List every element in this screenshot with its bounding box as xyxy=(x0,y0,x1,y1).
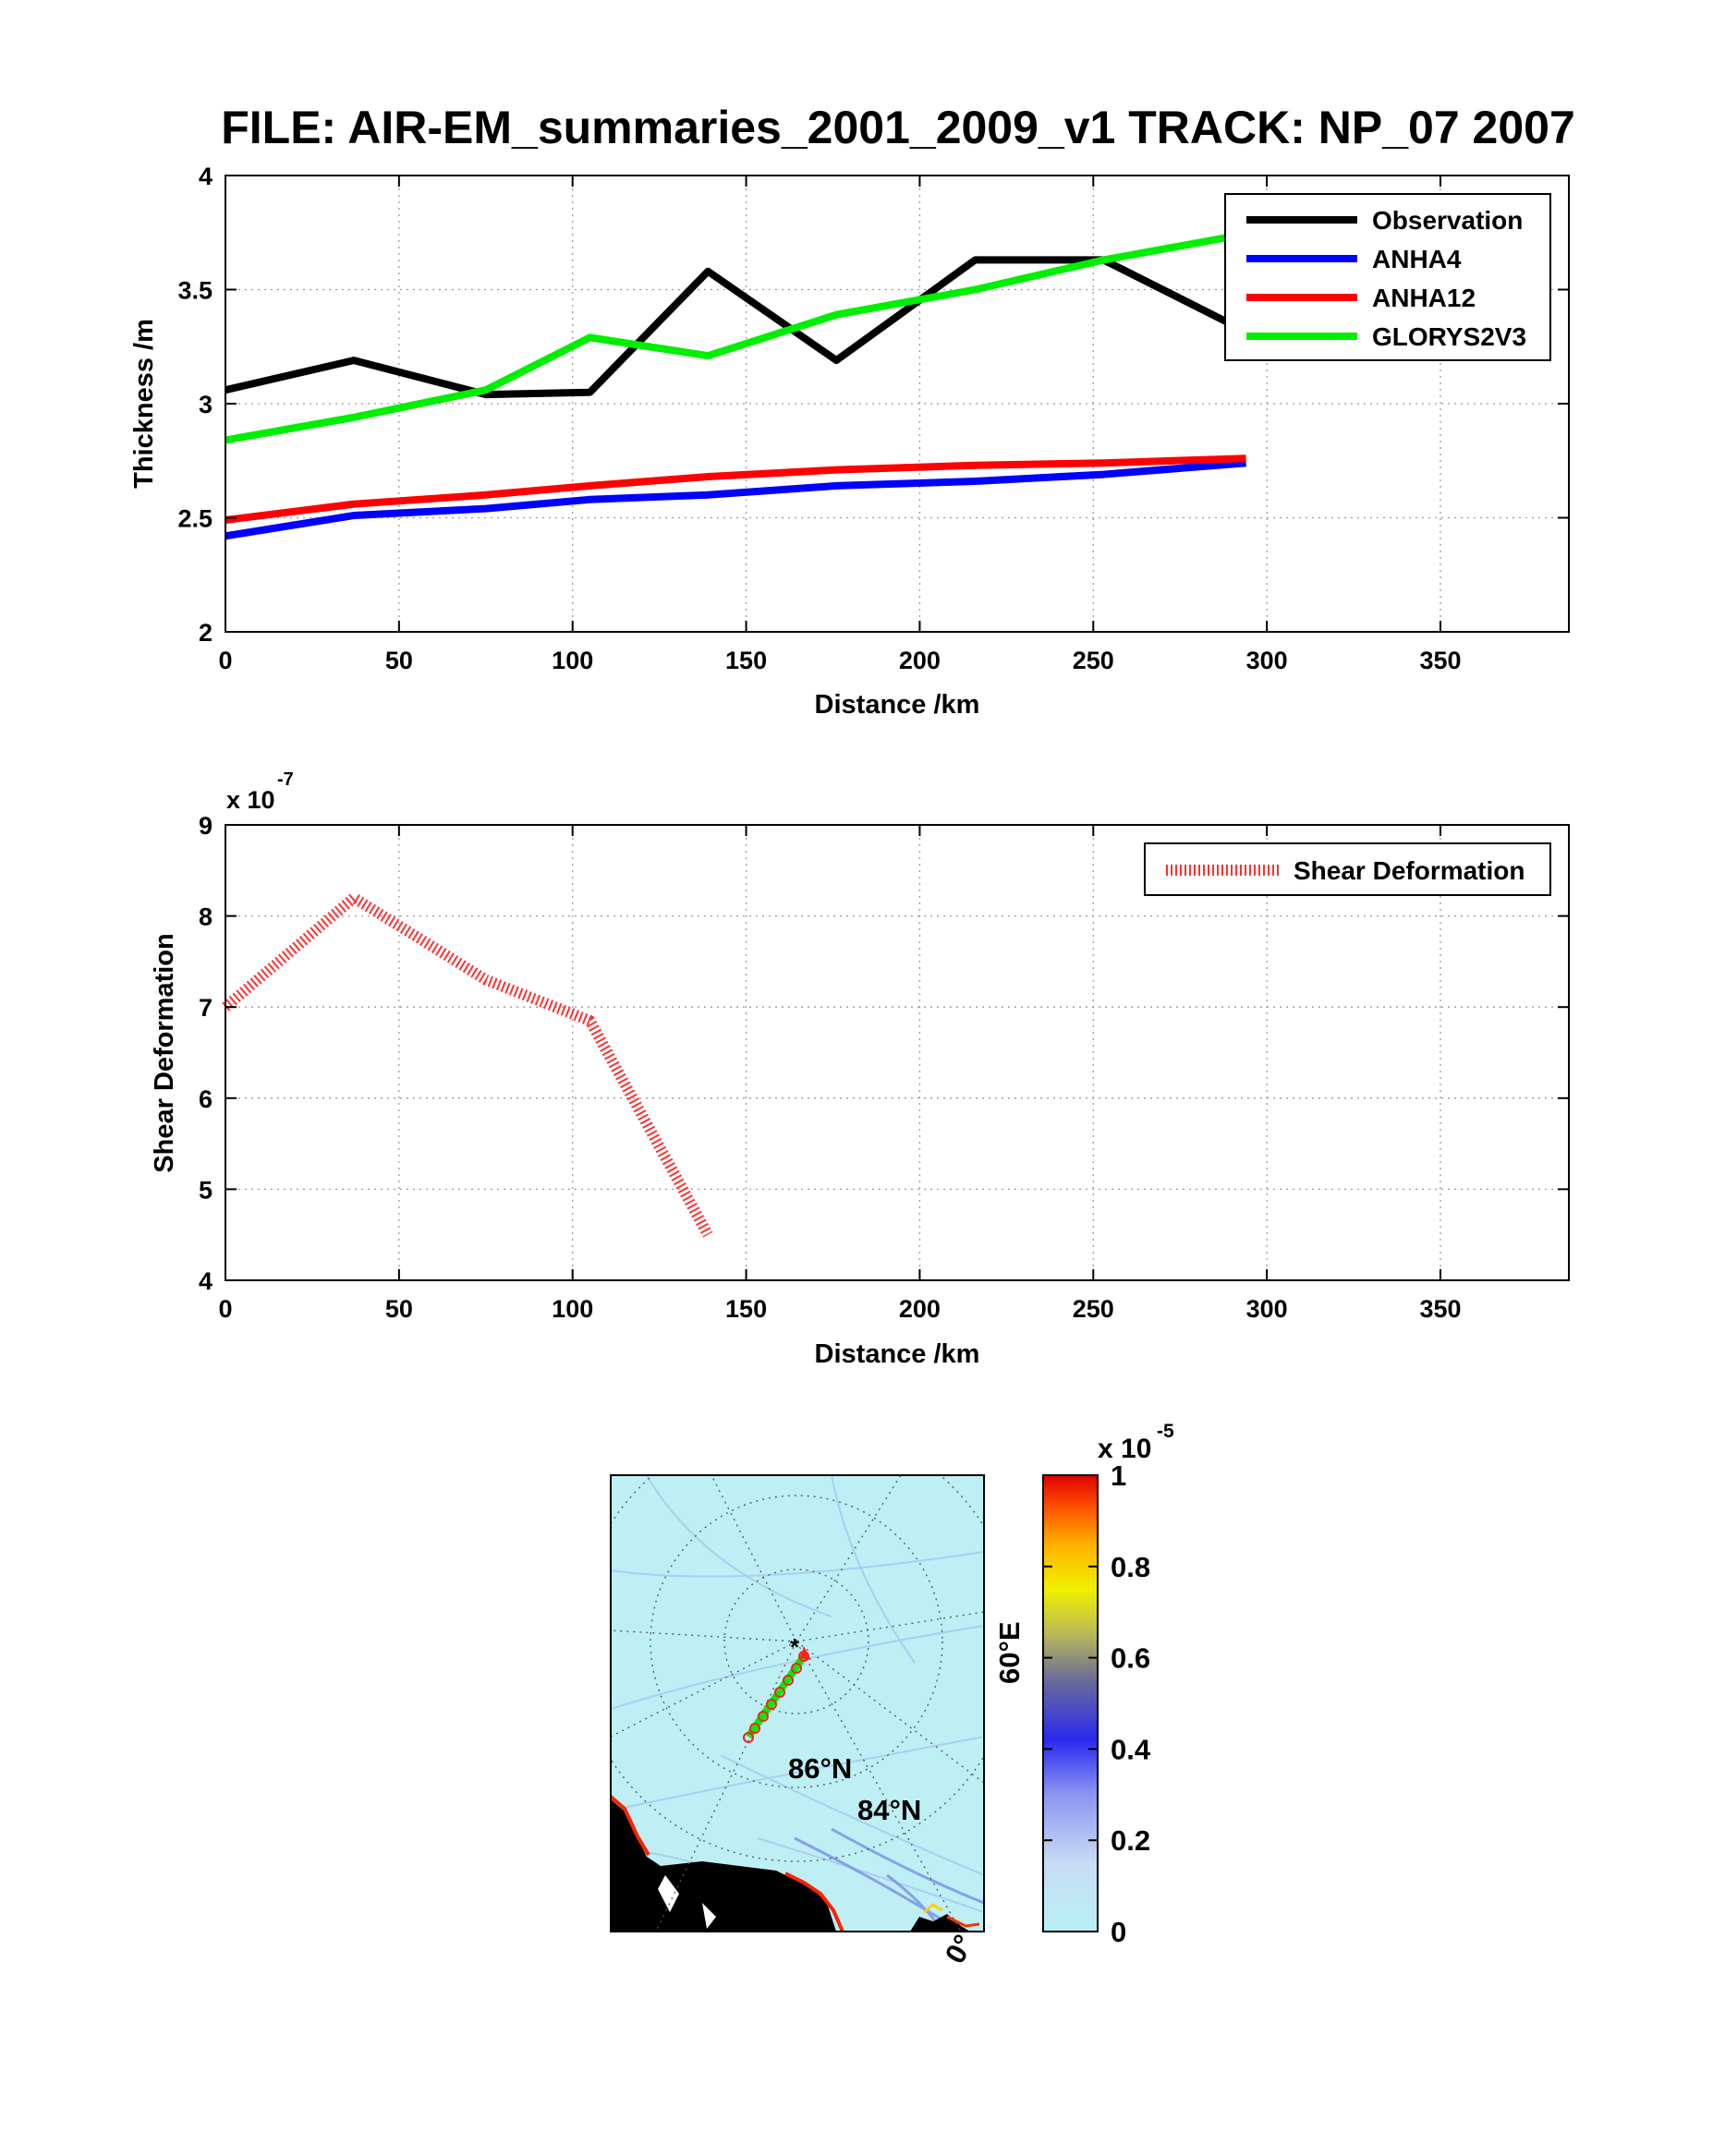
map-ocean xyxy=(611,1475,984,1932)
deformation-map: * 86°N 84°N 60°E 0° xyxy=(610,1474,1026,1969)
thickness-ytick-label-1: 2.5 xyxy=(177,505,213,533)
shear-legend-items: Shear Deformation xyxy=(1166,856,1525,885)
shear-ytick-label-4: 8 xyxy=(199,903,213,931)
thickness-ytick-label-3: 3.5 xyxy=(177,277,213,305)
thickness-legend: Observation ANHA4 ANHA12 GLORYS2V3 xyxy=(1224,193,1551,361)
thickness-y-axis-label: Thickness /m xyxy=(129,319,159,489)
colorbar-tick-label-2: 0.4 xyxy=(1111,1733,1151,1765)
colorbar-tick-label-3: 0.6 xyxy=(1111,1642,1150,1675)
shear-legend-label-0: Shear Deformation xyxy=(1294,856,1525,885)
shear-exponent-base: x 10 xyxy=(226,786,275,814)
colorbar-tick-label-0: 0 xyxy=(1111,1916,1126,1948)
lat-86-label: 86°N xyxy=(788,1752,852,1785)
shear-series-0 xyxy=(222,891,713,1238)
thickness-x-axis-label: Distance /km xyxy=(815,690,980,720)
thickness-xtick-label-4: 200 xyxy=(899,647,941,674)
thickness-legend-label-2: ANHA12 xyxy=(1372,284,1476,312)
shear-legend: Shear Deformation xyxy=(1144,842,1551,896)
thickness-ytick-label-4: 4 xyxy=(199,163,213,190)
shear-y-axis-label: Shear Deformation xyxy=(150,933,179,1172)
thickness-ytick-label-2: 3 xyxy=(199,391,213,418)
colorbar-tick-label-1: 0.2 xyxy=(1111,1824,1150,1857)
thickness-legend-label-0: Observation xyxy=(1372,206,1523,235)
thickness-xtick-label-3: 150 xyxy=(725,647,767,674)
figure-title: FILE: AIR-EM_summaries_2001_2009_v1 TRAC… xyxy=(221,102,1575,153)
thickness-xtick-label-7: 350 xyxy=(1419,647,1461,674)
lat-84-label: 84°N xyxy=(857,1794,921,1826)
colorbar-gradient xyxy=(1042,1474,1099,1932)
shear-xtick-label-7: 350 xyxy=(1419,1295,1461,1323)
shear-ticks: 0 50 100 150 200 250 300 350 4 5 6 7 8 9 xyxy=(199,812,1569,1323)
shear-xtick-label-5: 250 xyxy=(1073,1295,1114,1323)
pole-marker: * xyxy=(790,1633,800,1661)
shear-series xyxy=(222,891,713,1238)
shear-xtick-label-2: 100 xyxy=(552,1295,593,1323)
thickness-xtick-label-2: 100 xyxy=(552,647,593,674)
colorbar-tick-label-4: 0.8 xyxy=(1111,1551,1150,1583)
shear-grid xyxy=(225,825,1569,1280)
map-graticule xyxy=(611,1475,984,1932)
shear-xtick-label-6: 300 xyxy=(1246,1295,1288,1323)
thickness-legend-label-1: ANHA4 xyxy=(1372,245,1462,273)
flight-track xyxy=(743,1646,811,1743)
shear-ytick-label-1: 5 xyxy=(199,1176,213,1204)
thickness-legend-items: Observation ANHA4 ANHA12 GLORYS2V3 xyxy=(1246,206,1526,351)
thickness-xtick-label-5: 250 xyxy=(1073,647,1114,674)
shear-x-axis-label: Distance /km xyxy=(815,1339,980,1369)
shear-exponent-power: -7 xyxy=(277,769,294,790)
thickness-chart: 0 50 100 150 200 250 300 350 2 2.5 3 3.5 4 Distance … xyxy=(129,163,1570,720)
shear-ytick-label-5: 9 xyxy=(199,812,213,840)
shear-ytick-label-2: 6 xyxy=(199,1085,213,1113)
colorbar: 0 0.2 0.4 0.6 0.8 1 x 10 -5 xyxy=(1042,1421,1174,1948)
colorbar-exponent-base: x 10 xyxy=(1098,1434,1151,1464)
shear-xtick-label-1: 50 xyxy=(385,1295,413,1323)
map-frame xyxy=(610,1474,985,1932)
shear-chart: 0 50 100 150 200 250 300 350 4 5 6 7 8 9 x 10 -7 Dist… xyxy=(150,769,1570,1369)
lon-60-label: 60°E xyxy=(993,1621,1026,1684)
thickness-series xyxy=(225,226,1269,540)
colorbar-tick-label-5: 1 xyxy=(1111,1460,1126,1492)
shear-ytick-label-3: 7 xyxy=(199,994,213,1022)
colorbar-exponent-power: -5 xyxy=(1157,1421,1174,1442)
thickness-ticks: 0 50 100 150 200 250 300 350 2 2.5 3 3.5 4 xyxy=(177,163,1569,674)
shear-axes-frame xyxy=(225,824,1570,1281)
thickness-ytick-label-0: 2 xyxy=(199,619,213,647)
thickness-xtick-label-1: 50 xyxy=(385,647,413,674)
shear-xtick-label-0: 0 xyxy=(218,1295,232,1323)
shear-xtick-label-4: 200 xyxy=(899,1295,941,1323)
thickness-legend-label-3: GLORYS2V3 xyxy=(1372,322,1526,351)
colorbar-ticks: 0 0.2 0.4 0.6 0.8 1 xyxy=(1043,1460,1151,1948)
thickness-xtick-label-0: 0 xyxy=(218,647,232,674)
thickness-series-1 xyxy=(225,459,1246,540)
thickness-series-2 xyxy=(225,454,1246,524)
shear-ytick-label-0: 4 xyxy=(199,1267,213,1295)
shear-xtick-label-3: 150 xyxy=(725,1295,767,1323)
thickness-series-3 xyxy=(225,226,1268,444)
thickness-xtick-label-6: 300 xyxy=(1246,647,1288,674)
thickness-series-0 xyxy=(225,256,1269,399)
